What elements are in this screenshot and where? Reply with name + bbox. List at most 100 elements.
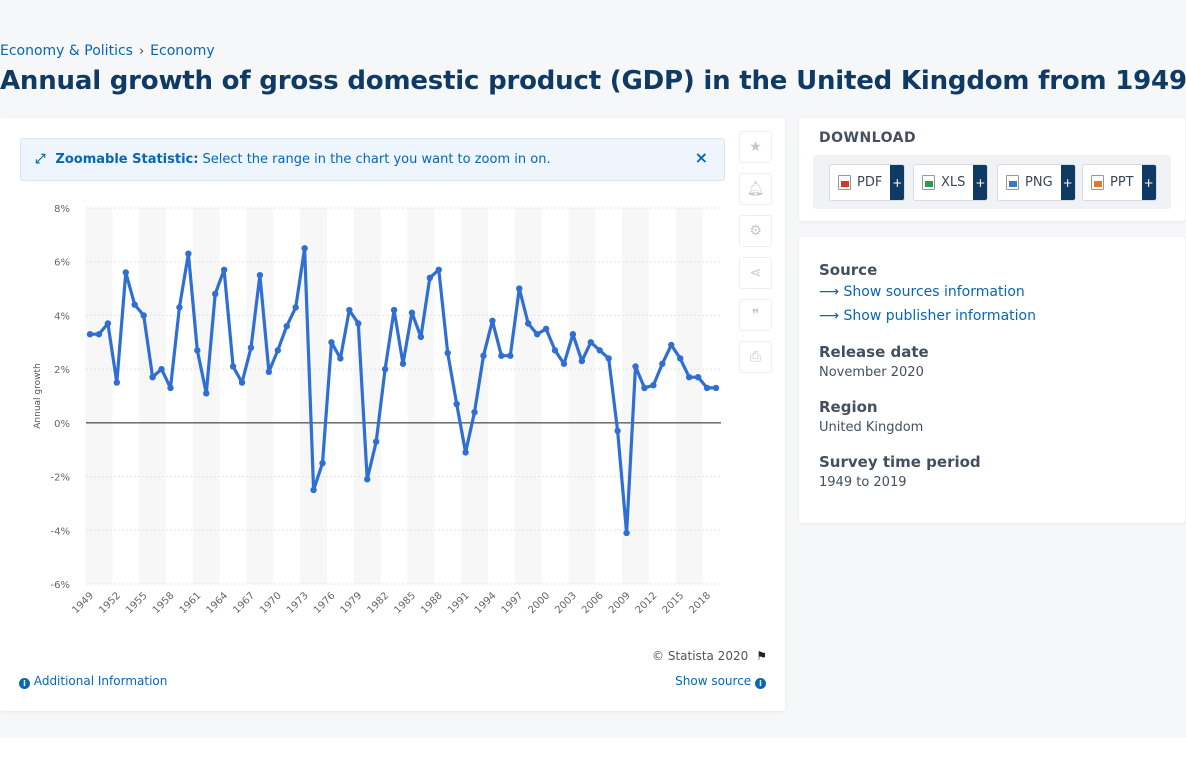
- download-pdf-button[interactable]: PDF +: [829, 164, 906, 201]
- bottom-card: [0, 738, 1186, 768]
- data-point: [346, 306, 353, 314]
- breadcrumb-economy-politics[interactable]: Economy & Politics: [0, 43, 133, 59]
- data-point: [265, 368, 273, 376]
- show-sources-label: Show sources information: [843, 284, 1025, 300]
- pdf-label: PDF: [857, 175, 883, 190]
- data-point: [256, 271, 264, 279]
- gdp-line-chart[interactable]: 8% 6% 4% 2% 0% -2% -4% -6% Annual growth 1949 1952…: [0, 118, 785, 638]
- show-publisher-link[interactable]: ⟶ Show publisher information: [819, 308, 1036, 324]
- xls-label: XLS: [941, 175, 966, 190]
- x-tick-label: 1955: [124, 590, 150, 616]
- data-point: [551, 347, 559, 354]
- data-point: [203, 390, 210, 397]
- chart-toolbar: ★ 🔔︎ ⚙ ⋖ ❞ ⎙: [739, 131, 772, 373]
- download-ppt-button[interactable]: PPT +: [1082, 164, 1157, 201]
- data-point: [533, 331, 541, 338]
- data-point: [408, 309, 416, 316]
- show-sources-link[interactable]: ⟶ Show sources information: [819, 284, 1025, 300]
- data-point: [525, 320, 532, 327]
- plus-icon[interactable]: +: [1060, 165, 1075, 200]
- data-point: [507, 352, 514, 359]
- plus-icon[interactable]: +: [973, 165, 988, 200]
- x-tick-label: 2015: [661, 590, 687, 616]
- show-source-label: Show source: [675, 674, 752, 688]
- download-title: DOWNLOAD: [819, 130, 917, 146]
- data-point: [641, 384, 648, 392]
- additional-information-link[interactable]: i Additional Information: [19, 674, 167, 689]
- data-point: [104, 320, 112, 327]
- plus-icon[interactable]: +: [1141, 165, 1156, 200]
- plot-band: [85, 208, 113, 584]
- data-point: [417, 333, 425, 341]
- plot-band: [461, 208, 488, 584]
- x-tick-label: 2006: [580, 590, 606, 616]
- y-tick-label: -2%: [51, 473, 70, 484]
- x-tick-label: 1961: [178, 590, 204, 616]
- x-tick-label: 1985: [392, 590, 418, 616]
- data-point: [140, 312, 147, 319]
- download-strip: PDF + XLS + PNG + PPT +: [813, 155, 1171, 209]
- region-value: United Kingdom: [819, 420, 924, 435]
- data-point: [587, 339, 594, 346]
- plot-band: [568, 208, 596, 584]
- source-heading: Source: [819, 261, 878, 279]
- data-point: [372, 438, 380, 445]
- download-png-button[interactable]: PNG +: [997, 164, 1076, 201]
- data-point: [560, 360, 568, 367]
- arrow-right-icon: ⟶: [819, 284, 840, 300]
- data-point: [292, 304, 299, 311]
- show-source-link[interactable]: Show source i: [675, 674, 766, 689]
- data-point: [444, 349, 451, 357]
- data-point: [614, 427, 621, 435]
- data-point: [355, 320, 362, 327]
- bell-icon[interactable]: 🔔︎: [739, 173, 772, 205]
- x-tick-label: 1994: [473, 590, 499, 616]
- star-icon[interactable]: ★: [739, 131, 772, 163]
- x-tick-label: 1964: [204, 590, 230, 616]
- x-tick-label: 1952: [97, 590, 123, 616]
- gear-icon[interactable]: ⚙: [739, 215, 772, 247]
- data-point: [95, 331, 103, 338]
- x-tick-label: 1997: [500, 590, 526, 616]
- data-point: [381, 365, 389, 373]
- x-tick-label: 1979: [339, 590, 365, 616]
- data-point: [220, 266, 228, 273]
- x-tick-label: 2003: [553, 590, 579, 616]
- y-tick-label: 6%: [54, 258, 70, 269]
- png-file-icon: [1006, 175, 1019, 190]
- share-icon[interactable]: ⋖: [739, 257, 772, 289]
- plot-band: [675, 208, 703, 584]
- data-point: [319, 459, 326, 467]
- data-point: [703, 384, 711, 392]
- y-tick-label: -6%: [51, 580, 70, 591]
- plus-icon[interactable]: +: [890, 165, 905, 200]
- y-tick-label: 0%: [54, 419, 70, 430]
- release-date-value: November 2020: [819, 365, 924, 380]
- data-point: [364, 476, 371, 483]
- close-icon[interactable]: ×: [694, 148, 708, 167]
- data-point: [596, 347, 603, 354]
- breadcrumb-economy[interactable]: Economy: [150, 43, 215, 59]
- data-point: [677, 355, 684, 362]
- copyright-text: © Statista 2020: [652, 649, 749, 663]
- data-point: [247, 344, 255, 351]
- zoom-text: Select the range in the chart you want t…: [202, 152, 551, 167]
- copyright: © Statista 2020 ⚑: [652, 649, 767, 663]
- breadcrumb-separator: ›: [138, 43, 145, 59]
- flag-icon[interactable]: ⚑: [756, 649, 767, 663]
- data-point: [113, 379, 121, 386]
- data-point: [185, 250, 192, 257]
- breadcrumb: Economy & Politics › Economy: [0, 43, 215, 59]
- data-point: [122, 269, 129, 276]
- x-tick-label: 1991: [446, 590, 472, 616]
- quote-icon[interactable]: ❞: [739, 299, 772, 331]
- download-xls-button[interactable]: XLS +: [913, 164, 989, 201]
- x-tick-label: 1958: [151, 590, 177, 616]
- x-tick-label: 2018: [687, 590, 713, 616]
- data-point: [623, 529, 630, 537]
- data-point: [229, 363, 237, 370]
- x-tick-label: 1967: [231, 590, 257, 616]
- region-heading: Region: [819, 398, 878, 416]
- x-tick-label: 1982: [365, 590, 391, 616]
- print-icon[interactable]: ⎙: [739, 341, 772, 373]
